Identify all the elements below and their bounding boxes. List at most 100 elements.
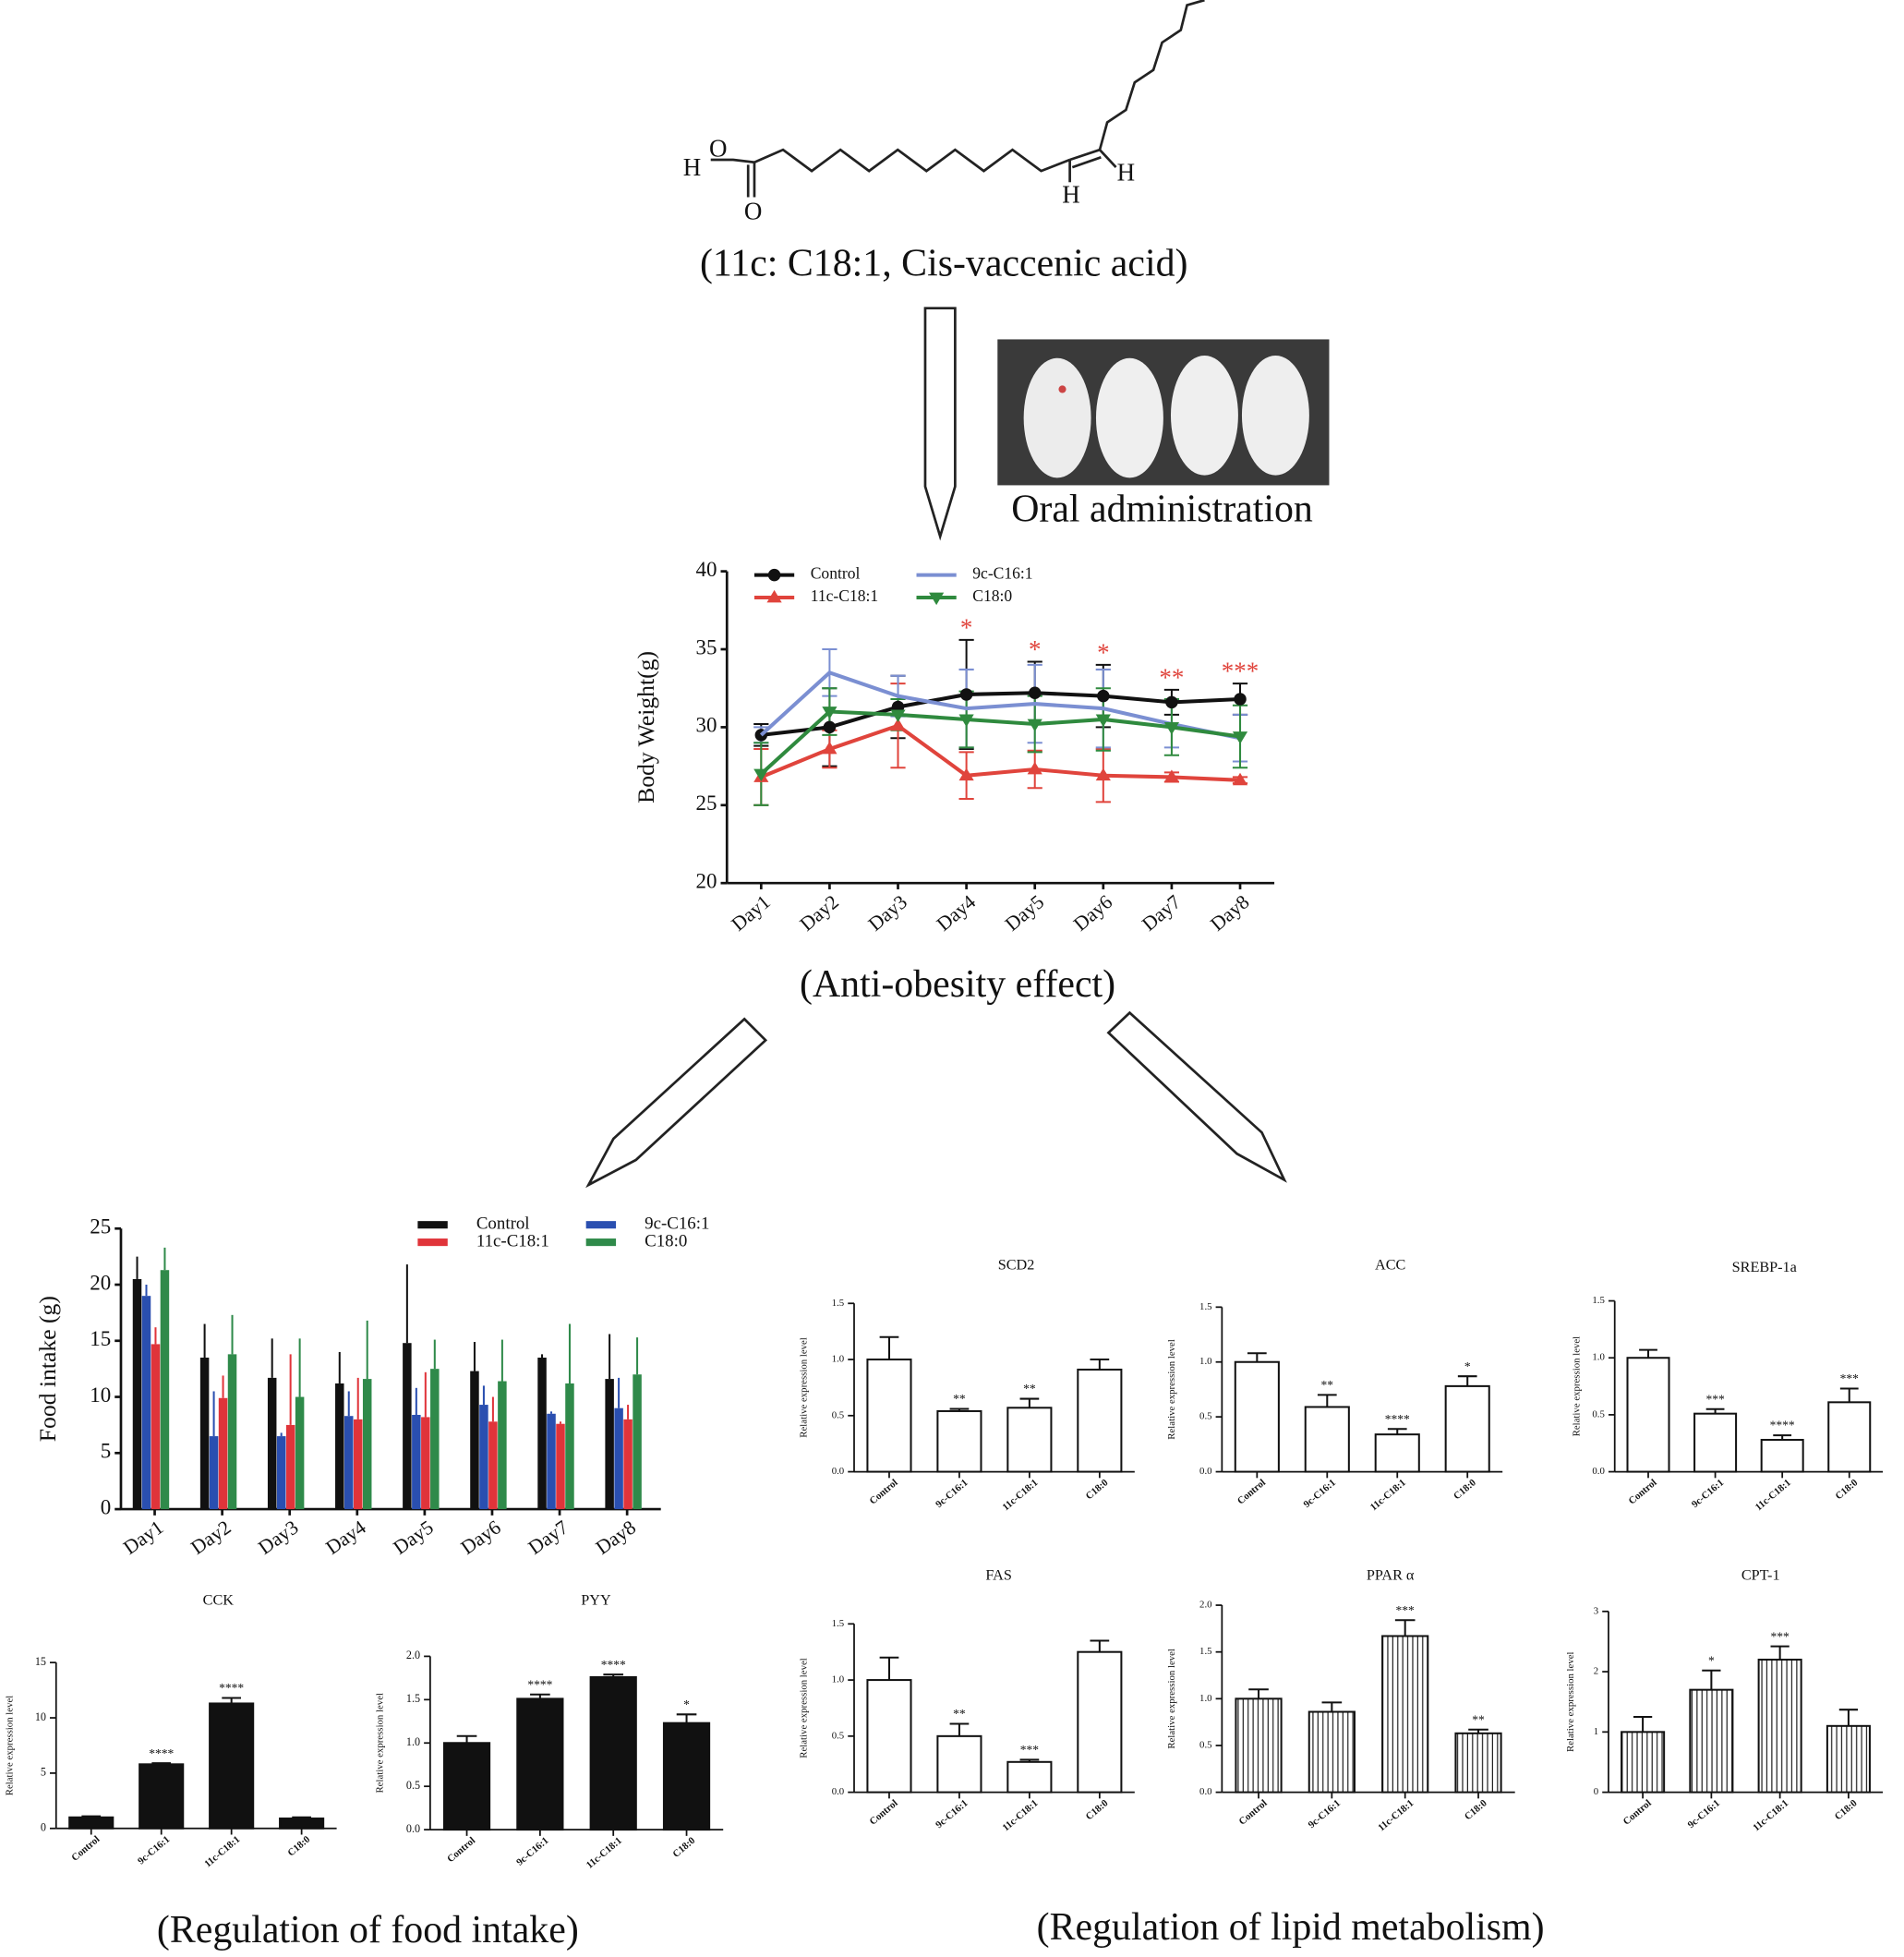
bar [209,1702,255,1830]
x-tick-label: Control [1237,1797,1270,1827]
significance: ** [1472,1712,1485,1726]
x-tick-label: Day1 [728,890,775,935]
x-tick-label: Day3 [254,1516,302,1558]
x-tick-label: Day7 [1138,890,1185,936]
y-tick-label: 1.0 [832,1354,845,1365]
significance: ** [953,1707,966,1721]
bar [430,1369,440,1510]
y-tick-label: 2.0 [406,1649,420,1661]
bar [1077,1368,1123,1473]
bar [1760,1439,1804,1473]
x-tick-label: C18:0 [1834,1477,1861,1502]
y-tick-label: 0.0 [1199,1786,1211,1797]
x-tick-label: Day8 [592,1516,640,1558]
legend-swatch [585,1221,617,1229]
x-tick-label: Control [1626,1477,1658,1506]
x-tick-label: C18:0 [1452,1477,1478,1502]
x-tick-label: C18:0 [1084,1797,1111,1822]
bar [276,1436,286,1510]
chart-title: PPAR α [1367,1567,1415,1584]
bar [1006,1407,1053,1473]
legend-label: C18:0 [972,586,1012,605]
x-tick-label: C18:0 [670,1835,697,1860]
x-tick-label: 11c-C18:1 [1753,1477,1793,1513]
y-axis-label: Food intake (g) [34,1296,61,1442]
caption: (Anti-obesity effect) [800,963,1115,1006]
y-tick-label: 0.0 [406,1822,420,1835]
bar [1235,1697,1283,1794]
point [958,767,974,781]
y-tick-label: 1.5 [1199,1646,1211,1657]
bar [488,1421,498,1510]
legend-label: Control [811,564,861,583]
bar [1444,1384,1490,1473]
point [1163,769,1180,782]
x-tick-label: Day5 [390,1516,438,1558]
x-tick-label: 11c-C18:1 [1376,1797,1416,1833]
x-tick-label: C18:0 [1084,1477,1111,1502]
chart-title: CPT-1 [1741,1567,1780,1584]
legend-label: Control [476,1214,530,1234]
x-tick-label: 9c-C16:1 [1307,1797,1343,1830]
bar [1381,1635,1429,1794]
legend-label: 11c-C18:1 [811,586,878,605]
bar [403,1343,412,1510]
point [766,589,782,603]
chart-title: SCD2 [998,1256,1035,1273]
atom: H [683,153,702,181]
x-tick-label: Day3 [864,890,911,935]
chart-title: SREBP-1a [1732,1259,1797,1275]
y-tick-label: 20 [696,869,717,892]
y-tick-label: 1 [1594,1726,1598,1737]
legend-swatch [585,1238,617,1247]
point [1232,731,1248,744]
x-tick-label: 9c-C16:1 [934,1477,970,1510]
point [1232,772,1248,786]
caption: (Regulation of food intake) [157,1909,579,1951]
y-axis-label: Relative expression level [4,1696,15,1796]
x-tick-label: Day4 [933,890,980,936]
significance: * [1464,1359,1471,1373]
bar [623,1419,633,1510]
point [753,768,769,782]
series-line [760,723,1241,782]
x-tick-label: Day2 [796,890,843,935]
bar [614,1407,623,1510]
molecule [710,0,1205,198]
y-tick-label: 25 [90,1215,111,1238]
point [958,714,974,728]
significance: * [1708,1653,1715,1667]
x-tick-label: Control [445,1835,477,1865]
y-tick-label: 0.0 [1592,1466,1605,1477]
bar [1454,1732,1502,1794]
atom: O [709,135,728,163]
y-tick-label: 35 [696,635,717,658]
x-tick-label: 9c-C16:1 [1302,1477,1338,1510]
y-tick-label: 20 [90,1271,111,1294]
bar [218,1397,228,1510]
atom: H [1117,158,1136,186]
point [1165,695,1178,709]
y-tick-label: 0.5 [406,1779,420,1792]
bar [1757,1659,1802,1794]
y-tick-label: 1.5 [1199,1301,1211,1312]
point [1027,761,1042,775]
point [1234,693,1247,706]
y-tick-label: 1.0 [1199,1356,1211,1367]
bar [1626,1357,1670,1473]
x-tick-label: Control [69,1834,102,1864]
significance: * [960,613,973,641]
bar [1374,1433,1420,1473]
bar [662,1721,711,1831]
bar [199,1358,210,1510]
x-tick-label: C18:0 [1463,1797,1489,1822]
x-tick-label: Day6 [457,1516,505,1559]
y-axis-label: Relative expression level [1166,1339,1177,1440]
y-axis-label: Relative expression level [374,1693,385,1794]
x-tick-label: 9c-C16:1 [1690,1477,1726,1510]
y-tick-label: 30 [696,714,717,737]
arrow [585,1017,768,1189]
mice-photo [997,339,1330,486]
y-axis-label: Relative expression level [1572,1336,1583,1437]
bar [344,1416,354,1510]
